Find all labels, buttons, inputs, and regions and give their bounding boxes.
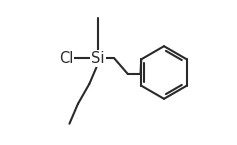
Text: Cl: Cl xyxy=(59,51,73,66)
Text: Si: Si xyxy=(91,51,105,66)
